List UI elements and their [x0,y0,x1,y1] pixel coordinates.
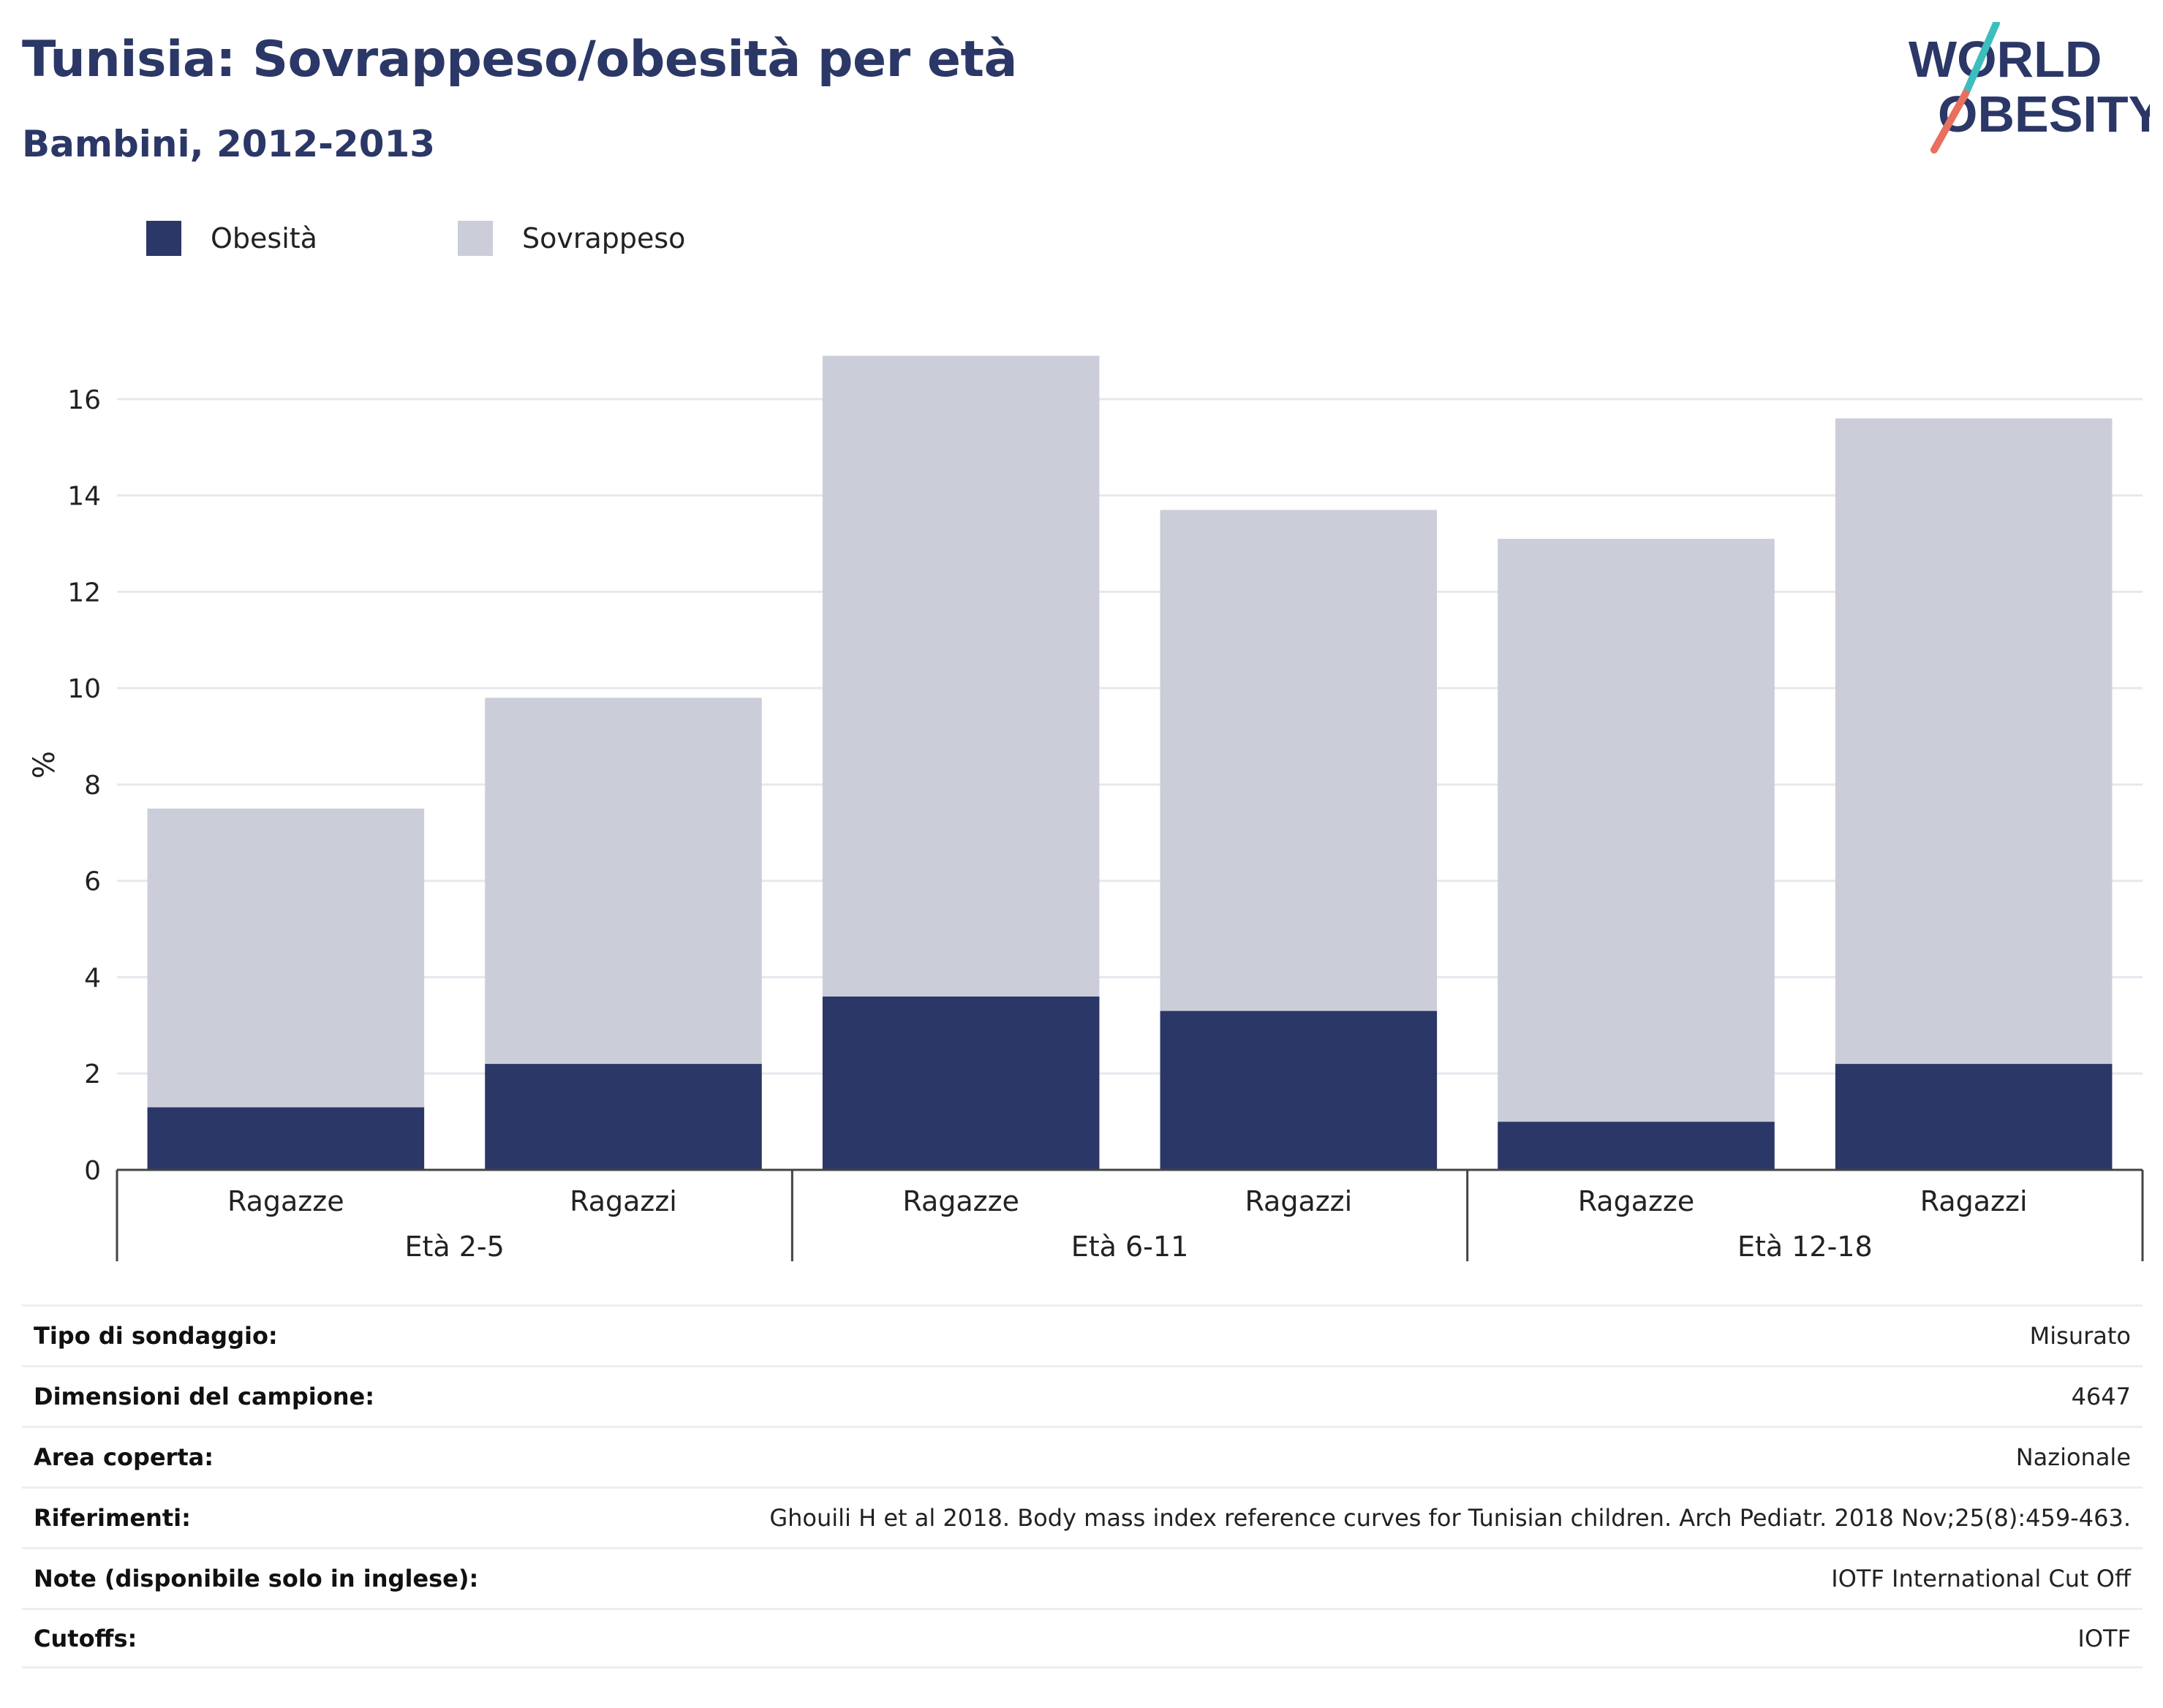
page-subtitle: Bambini, 2012-2013 [22,123,436,165]
info-value: Misurato [2029,1322,2131,1350]
world-obesity-logo: WORLD OBESITY [1909,22,2150,154]
x-tick-label: Ragazze [902,1185,1019,1217]
bar-segment-overweight [1835,418,2113,1065]
info-label: Area coperta: [34,1443,214,1471]
legend-label-overweight: Sovrappeso [522,222,686,254]
x-group-label: Età 2-5 [404,1231,504,1263]
info-value: Ghouili H et al 2018. Body mass index re… [769,1504,2131,1532]
bar-segment-obesity [485,1064,762,1170]
y-tick-label: 6 [84,867,101,897]
legend-swatch-overweight [458,221,493,256]
info-label: Note (disponibile solo in inglese): [34,1565,479,1592]
x-tick-label: Ragazze [227,1185,344,1217]
info-row-area: Area coperta: Nazionale [22,1426,2143,1486]
x-group-label: Età 12-18 [1737,1231,1873,1263]
info-value: Nazionale [2015,1443,2131,1471]
info-label: Tipo di sondaggio: [34,1322,278,1350]
logo-slash-red [1930,90,1969,154]
info-row-sample-size: Dimensioni del campione: 4647 [22,1365,2143,1426]
bar-segment-obesity [822,996,1100,1170]
legend-swatch-obesity [146,221,181,256]
stacked-bar-chart: 0 2 4 6 8 10 12 14 16 Ragazze Ragazzi Ragazze Ragazz… [28,355,2144,1263]
info-value: IOTF International Cut Off [1831,1565,2131,1592]
bar-segment-overweight [822,355,1100,997]
bar-segment-obesity [147,1107,425,1170]
bars-layer [147,355,2113,1170]
y-tick-label: 8 [84,771,101,801]
axis-layer: 0 2 4 6 8 10 12 14 16 Ragazze Ragazzi Ragazze Ragazz… [67,385,2144,1263]
info-row-cutoffs: Cutoffs: IOTF [22,1608,2143,1669]
bar-segment-overweight [147,808,425,1108]
bar-segment-overweight [1498,538,1775,1122]
y-tick-label: 12 [67,578,101,608]
logo-line1: WORLD [1909,31,2102,88]
y-tick-label: 4 [84,963,101,993]
bar-segment-overweight [1160,510,1438,1011]
info-label: Cutoffs: [34,1624,137,1652]
x-tick-label: Ragazze [1578,1185,1695,1217]
x-tick-label: Ragazzi [1245,1185,1352,1217]
info-value: 4647 [2071,1383,2131,1410]
bar-segment-overweight [485,698,762,1065]
x-tick-label: Ragazzi [570,1185,677,1217]
y-tick-label: 14 [67,482,101,512]
y-axis-label: % [28,751,61,779]
y-tick-label: 10 [67,674,101,704]
info-label: Riferimenti: [34,1504,191,1532]
info-value: IOTF [2077,1624,2131,1652]
info-table: Tipo di sondaggio: Misurato Dimensioni d… [22,1304,2143,1669]
y-tick-label: 2 [84,1059,101,1089]
grid-layer [117,398,2143,1075]
y-tick-label: 16 [67,385,101,415]
legend-label-obesity: Obesità [211,222,317,254]
logo-slash-teal [1962,22,2000,97]
x-group-label: Età 6-11 [1071,1231,1189,1263]
info-label: Dimensioni del campione: [34,1383,375,1410]
y-tick-label: 0 [84,1156,101,1186]
info-row-survey-type: Tipo di sondaggio: Misurato [22,1304,2143,1365]
x-tick-label: Ragazzi [1920,1185,2028,1217]
info-row-references: Riferimenti: Ghouili H et al 2018. Body … [22,1486,2143,1547]
page-title: Tunisia: Sovrappeso/obesità per età [22,31,1017,88]
bar-segment-obesity [1160,1010,1438,1170]
legend-item-overweight: Sovrappeso [458,218,685,259]
logo-line2: OBESITY [1938,86,2150,143]
bar-segment-obesity [1835,1064,2113,1170]
bar-segment-obesity [1498,1122,1775,1170]
legend-item-obesity: Obesità [146,218,317,259]
info-row-notes: Note (disponibile solo in inglese): IOTF… [22,1547,2143,1608]
